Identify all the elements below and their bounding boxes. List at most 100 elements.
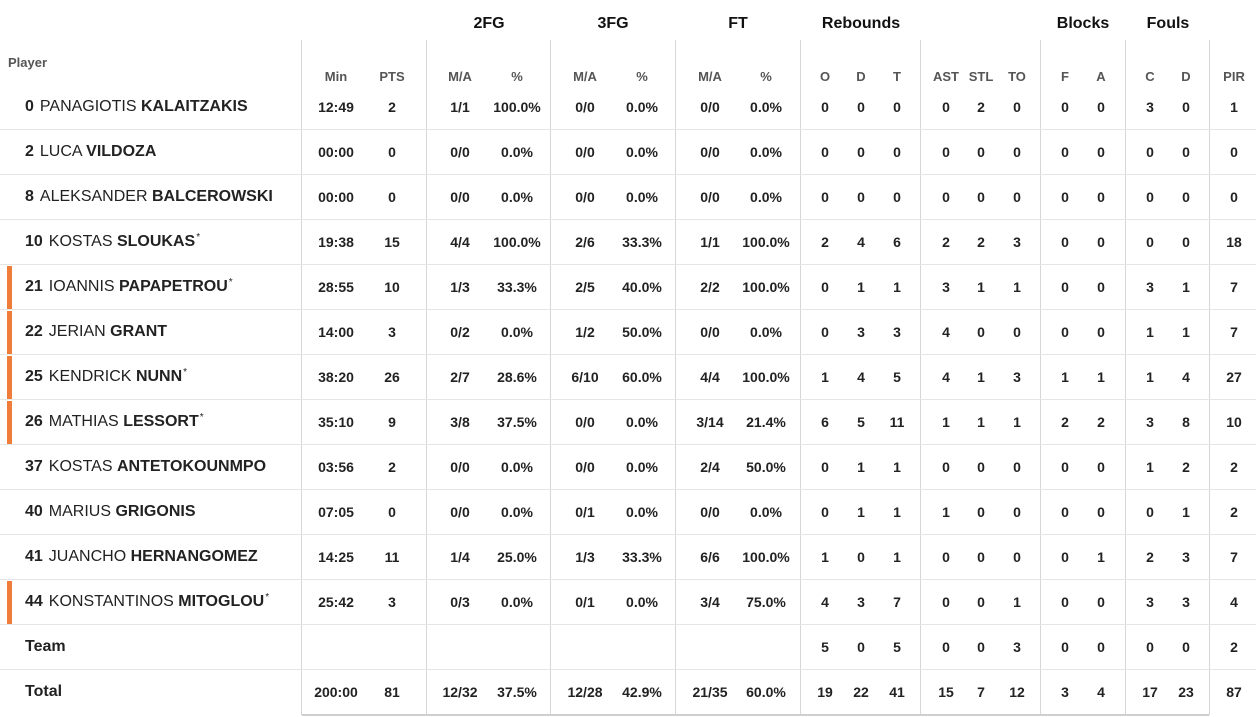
header-foul-d[interactable]: D [1181,69,1191,84]
cell-fg3-pct: 33.3% [622,234,662,250]
cell-blk-a: 1 [1097,369,1105,385]
player-name-link[interactable]: 25 KENDRICK NUNN* [25,367,188,386]
header-blk-f[interactable]: F [1061,69,1069,84]
cell-fg3-ma: 0/0 [575,99,595,115]
player-name-link[interactable]: 0 PANAGIOTIS KALAITZAKIS [25,98,248,116]
cell-fg3-ma: 0/0 [575,189,595,205]
header-player[interactable]: Player [8,55,48,70]
cell-pir: 4 [1230,594,1238,610]
group-header-row: 2FG 3FG FT Rebounds Blocks Fouls [0,0,1256,40]
cell-min: 28:55 [318,279,354,295]
header-blk-a[interactable]: A [1096,69,1106,84]
cell-reb-o: 0 [821,99,829,115]
table-row: 2 LUCA VILDOZA 00:00 0 0/0 0.0% 0/0 0.0% 0/0 0.0%… [0,130,1256,175]
cell-stl: 1 [977,279,985,295]
cell-blk-f: 2 [1061,414,1069,430]
cell-foul-d: 8 [1182,414,1190,430]
cell-fg3-ma: 2/6 [575,234,595,250]
starter-icon: * [228,277,233,288]
player-last-name: GRIGONIS [115,503,196,520]
header-pir[interactable]: PIR [1223,69,1245,84]
cell-fg3-ma: 0/0 [575,144,595,160]
cell-pir: 87 [1226,684,1242,700]
cell-reb-o: 19 [817,684,833,700]
header-min[interactable]: Min [324,69,348,84]
cell-ft-ma: 0/0 [700,324,720,340]
cell-reb-t: 1 [893,549,901,565]
player-name-link[interactable]: 21 IOANNIS PAPAPETROU* [25,277,233,296]
player-number: 26 [25,413,43,430]
cell-fg2-ma: 0/2 [450,324,470,340]
header-3fg-ma[interactable]: M/A [573,69,597,84]
table-row: 41 JUANCHO HERNANGOMEZ 14:25 11 1/4 25.0% 1/3 3… [0,535,1256,580]
cell-stl: 0 [977,549,985,565]
cell-ft-ma: 0/0 [700,99,720,115]
header-stl[interactable]: STL [968,69,994,84]
header-reb-t[interactable]: T [893,69,901,84]
player-first-name: PANAGIOTIS [39,98,137,115]
cell-ft-pct: 50.0% [746,459,786,475]
cell-ft-pct: 0.0% [750,144,782,160]
cell-min: 19:38 [318,234,354,250]
header-foul-c[interactable]: C [1145,69,1155,84]
player-name-link[interactable]: 8 ALEKSANDER BALCEROWSKI [25,188,273,206]
header-2fg-ma[interactable]: M/A [448,69,472,84]
group-fouls: Fouls [1146,15,1190,32]
header-ft-pct[interactable]: % [760,69,772,84]
player-last-name: PAPAPETROU [119,278,228,295]
cell-ast: 4 [942,369,950,385]
player-name-link[interactable]: 37 KOSTAS ANTETOKOUNMPO [25,458,266,476]
cell-reb-d: 1 [857,279,865,295]
player-name-link[interactable]: 44 KONSTANTINOS MITOGLOU* [25,592,269,611]
player-name-link[interactable]: 22 JERIAN GRANT [25,323,167,341]
player-name-link[interactable]: 2 LUCA VILDOZA [25,143,156,161]
player-name-link[interactable]: 41 JUANCHO HERNANGOMEZ [25,548,258,566]
player-last-name: NUNN [135,368,183,385]
cell-fg2-pct: 100.0% [493,234,541,250]
on-court-marker [7,581,12,624]
column-separator [1209,40,1210,715]
cell-ast: 2 [942,234,950,250]
cell-reb-d: 0 [857,144,865,160]
table-row: 40 MARIUS GRIGONIS 07:05 0 0/0 0.0% 0/1 0.0% 0/0… [0,490,1256,535]
header-to[interactable]: TO [1008,69,1026,84]
cell-blk-a: 4 [1097,684,1105,700]
player-name-link[interactable]: 40 MARIUS GRIGONIS [25,503,196,521]
player-number: 37 [25,458,43,475]
cell-fg3-pct: 60.0% [622,369,662,385]
starter-icon: * [183,367,188,378]
cell-reb-t: 1 [893,459,901,475]
player-first-name: KOSTAS [48,233,113,250]
cell-reb-t: 6 [893,234,901,250]
cell-min: 07:05 [318,504,354,520]
header-reb-o[interactable]: O [819,69,831,84]
cell-fg3-ma: 2/5 [575,279,595,295]
cell-min: 00:00 [318,144,354,160]
player-name-link[interactable]: 10 KOSTAS SLOUKAS* [25,232,200,251]
group-ft: FT [728,15,748,32]
header-ft-ma[interactable]: M/A [698,69,722,84]
cell-min: 200:00 [314,684,358,700]
cell-ft-pct: 75.0% [746,594,786,610]
header-pts[interactable]: PTS [379,69,405,84]
cell-ft-pct: 100.0% [742,549,790,565]
header-ast[interactable]: AST [933,69,959,84]
player-first-name: JERIAN [48,323,106,340]
header-3fg-pct[interactable]: % [636,69,648,84]
header-2fg-pct[interactable]: % [511,69,523,84]
cell-ft-ma: 0/0 [700,144,720,160]
cell-foul-d: 0 [1182,234,1190,250]
cell-foul-d: 1 [1182,279,1190,295]
cell-fg3-pct: 42.9% [622,684,662,700]
cell-to: 3 [1013,639,1021,655]
cell-to: 0 [1013,459,1021,475]
table-row: 26 MATHIAS LESSORT* 35:10 9 3/8 37.5% 0/0 0.0% 3… [0,400,1256,445]
player-name-link[interactable]: 26 MATHIAS LESSORT* [25,412,204,431]
cell-foul-d: 0 [1182,639,1190,655]
player-last-name: MITOGLOU [178,593,265,610]
cell-fg2-ma: 1/3 [450,279,470,295]
player-number: 0 [25,98,34,115]
cell-pir: 10 [1226,414,1242,430]
team-row: Team 5 0 5 0 0 3 0 0 0 0 2 [0,625,1256,670]
header-reb-d[interactable]: D [856,69,866,84]
